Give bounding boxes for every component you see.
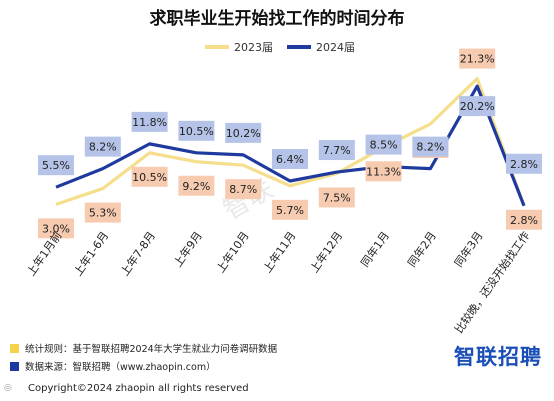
legend-label-0: 2023届 (234, 41, 273, 54)
label-box-1-10 (506, 153, 542, 174)
data-label-0-2: 10.5% (132, 171, 167, 184)
label-box-0-10 (506, 209, 542, 230)
label-box-0-0 (38, 218, 74, 239)
data-label-1-0: 5.5% (42, 159, 70, 172)
data-label-1-9: 20.2% (460, 100, 495, 113)
data-label-0-6: 7.5% (323, 191, 351, 204)
data-label-1-8: 8.2% (416, 141, 444, 154)
label-box-1-9 (459, 96, 496, 117)
label-box-0-4 (225, 179, 262, 200)
data-label-0-0: 3.0% (42, 222, 70, 235)
label-box-1-3 (178, 120, 215, 141)
data-label-0-5: 5.7% (276, 204, 304, 217)
label-box-0-5 (272, 199, 308, 220)
x-tick-label-9: 同年3月 (451, 229, 485, 270)
x-tick-label-3: 上年9月 (170, 229, 204, 270)
label-box-1-5 (272, 149, 308, 169)
series-lines (55, 76, 526, 207)
data-label-0-1: 5.3% (89, 207, 117, 220)
series-line-0 (55, 76, 526, 207)
data-label-1-3: 10.5% (179, 125, 214, 138)
label-box-1-7 (365, 134, 402, 155)
x-axis-ticks: 上年1月前 上年1-6月 上年7-8月 上年9月 上年10月 上年11月 上年12月 同年1月… (24, 229, 533, 336)
x-tick-label-5: 上年11月 (260, 229, 298, 276)
footer-note-source: 数据来源：智联招聘（www.zhaopin.com） (10, 359, 216, 373)
rule-marker-icon (10, 344, 19, 353)
label-box-1-0 (38, 155, 74, 176)
label-box-0-1 (84, 202, 121, 223)
label-box-0-6 (318, 187, 355, 208)
data-label-1-4: 10.2% (226, 127, 261, 140)
x-tick-label-1: 上年1-6月 (71, 229, 112, 279)
x-tick-label-2: 上年7-8月 (117, 229, 158, 279)
data-label-1-2: 11.8% (132, 116, 167, 129)
copyright-icon: ◎ (4, 383, 12, 393)
label-box-0-7 (365, 161, 402, 182)
data-label-0-9: 21.3% (460, 53, 495, 66)
x-tick-label-6: 上年12月 (307, 229, 345, 276)
legend: 2023届 2024届 (205, 41, 355, 54)
data-label-0-3: 9.2% (182, 180, 210, 193)
label-box-1-2 (131, 111, 168, 132)
data-label-0-7: 11.3% (366, 165, 401, 178)
label-box-0-2 (131, 166, 168, 187)
label-box-0-3 (178, 175, 215, 196)
footer-note-source-text: 数据来源：智联招聘（www.zhaopin.com） (25, 362, 216, 373)
label-box-1-4 (225, 122, 262, 143)
brand-logo: 智联招聘 (454, 345, 542, 369)
x-tick-label-7: 同年1月 (358, 229, 392, 270)
copyright-text: Copyright©2024 zhaopin all rights reserv… (28, 383, 249, 394)
label-box-0-9 (459, 48, 496, 69)
source-marker-icon (10, 362, 19, 371)
data-label-1-7: 8.5% (370, 139, 398, 152)
x-tick-label-4: 上年10月 (213, 229, 251, 276)
data-label-1-10: 2.8% (510, 158, 538, 171)
label-box-1-8 (412, 136, 449, 157)
x-tick-label-8: 同年2月 (404, 229, 438, 270)
data-labels: 3.0%5.3%10.5%9.2%8.7%5.7%7.5%11.3%14.7%2… (38, 48, 542, 239)
data-label-0-10: 2.8% (510, 214, 538, 227)
label-box-1-6 (318, 140, 355, 161)
data-label-1-5: 6.4% (276, 153, 304, 166)
footer-note-rule: 统计规则：基于智联招聘2024年大学生就业力问卷调研数据 (10, 341, 277, 355)
footer-note-rule-text: 统计规则：基于智联招聘2024年大学生就业力问卷调研数据 (25, 344, 278, 355)
series-line-1 (55, 84, 526, 207)
legend-label-1: 2024届 (316, 41, 355, 54)
chart-title: 求职毕业生开始找工作的时间分布 (150, 8, 405, 29)
data-label-1-1: 8.2% (89, 141, 117, 154)
data-label-1-6: 7.7% (323, 144, 351, 157)
label-box-1-1 (84, 136, 121, 157)
data-label-0-4: 8.7% (229, 183, 257, 196)
